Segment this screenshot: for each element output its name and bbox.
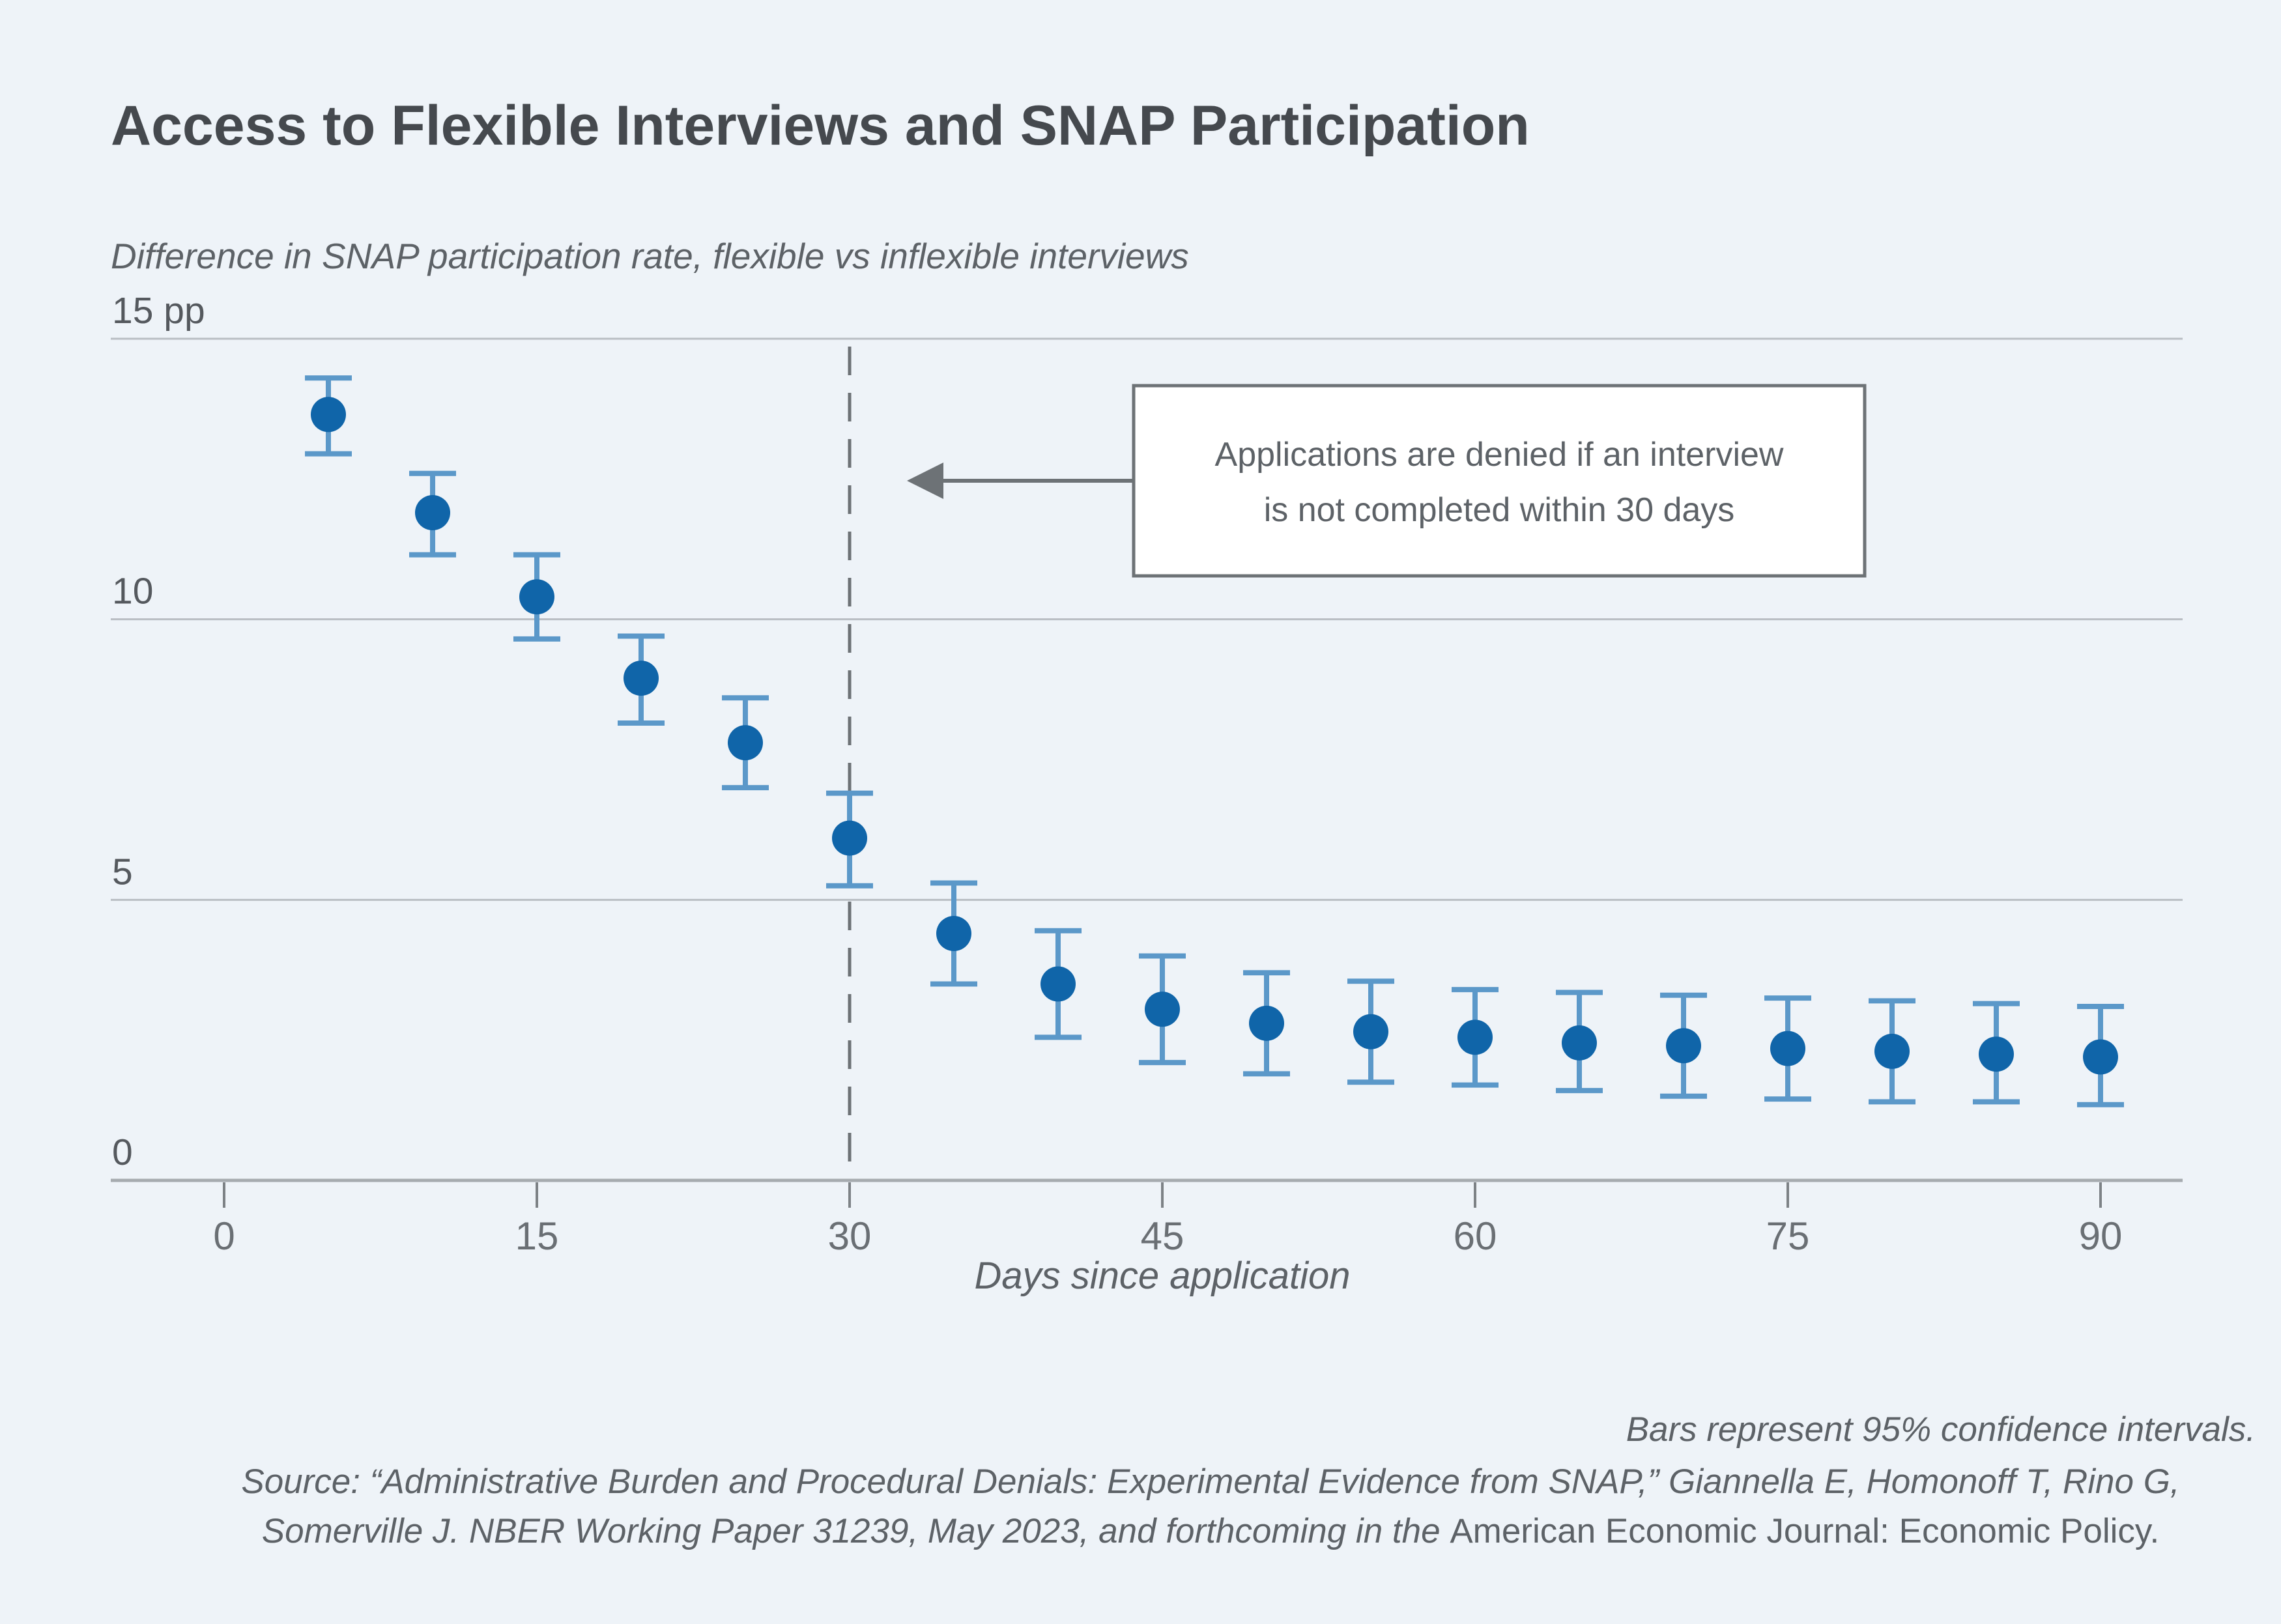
data-point-day-55 — [1347, 978, 1394, 1085]
annotation-text-line1: Applications are denied if an interview — [1215, 436, 1784, 474]
source-text-line2-journal-name: American Economic Journal: Economic Poli… — [1450, 1512, 2159, 1550]
data-points-group — [305, 375, 2124, 1107]
data-point-day-15 — [513, 552, 560, 642]
point-marker-day-10 — [415, 495, 450, 531]
data-point-day-10 — [409, 470, 456, 558]
point-marker-day-45 — [1145, 991, 1180, 1027]
gridlines-group: 15 pp 10 5 0 — [111, 290, 2183, 1173]
data-point-day-60 — [1452, 987, 1499, 1088]
x-axis-title: Days since application — [974, 1255, 1350, 1297]
chart-subtitle: Difference in SNAP participation rate, f… — [111, 236, 1189, 276]
y-tick-label-0: 0 — [112, 1132, 133, 1173]
data-point-day-45 — [1139, 953, 1186, 1066]
point-marker-day-25 — [728, 725, 763, 761]
page-title: Access to Flexible Interviews and SNAP P… — [111, 94, 1530, 157]
point-marker-day-30 — [832, 820, 867, 856]
point-marker-day-55 — [1353, 1014, 1388, 1049]
data-point-day-50 — [1243, 970, 1290, 1077]
data-point-day-90 — [2077, 1003, 2124, 1107]
point-marker-day-90 — [2083, 1039, 2118, 1075]
source-text-line2: Somerville J. NBER Working Paper 31239, … — [262, 1512, 2159, 1550]
point-marker-day-60 — [1457, 1019, 1493, 1055]
data-point-day-85 — [1973, 1001, 2020, 1105]
x-tick-label-90: 90 — [2079, 1214, 2123, 1258]
y-tick-label-5: 5 — [112, 851, 133, 892]
data-point-day-20 — [618, 633, 665, 726]
point-marker-day-75 — [1770, 1031, 1805, 1066]
confidence-interval-note: Bars represent 95% confidence intervals. — [1626, 1410, 2256, 1449]
data-point-day-70 — [1660, 992, 1707, 1099]
x-tick-label-15: 15 — [515, 1214, 559, 1258]
data-point-day-75 — [1764, 995, 1811, 1102]
data-point-day-5 — [305, 375, 352, 457]
x-tick-label-45: 45 — [1141, 1214, 1184, 1258]
point-marker-day-70 — [1666, 1028, 1701, 1064]
annotation-callout: Applications are denied if an interview … — [907, 384, 1867, 578]
data-point-day-35 — [930, 880, 977, 987]
point-marker-day-85 — [1979, 1036, 2014, 1072]
annotation-arrowhead-icon — [907, 463, 943, 499]
source-text-line1: Source: “Administrative Burden and Proce… — [241, 1462, 2179, 1501]
data-point-day-30 — [826, 790, 873, 889]
data-point-day-65 — [1556, 990, 1603, 1094]
source-text-line2-italic-part: Somerville J. NBER Working Paper 31239, … — [262, 1512, 1450, 1550]
x-tick-label-0: 0 — [213, 1214, 235, 1258]
data-point-day-40 — [1035, 928, 1082, 1040]
annotation-text-line2: is not completed within 30 days — [1264, 491, 1735, 529]
point-marker-day-50 — [1249, 1005, 1284, 1041]
x-tick-label-30: 30 — [828, 1214, 872, 1258]
point-marker-day-40 — [1040, 966, 1076, 1002]
data-point-day-80 — [1869, 998, 1915, 1105]
annotation-box — [1132, 384, 1867, 578]
x-tick-label-75: 75 — [1766, 1214, 1810, 1258]
data-point-day-25 — [722, 695, 769, 791]
x-axis-group: 0 15 30 45 60 75 90 — [111, 1178, 2183, 1258]
point-marker-day-80 — [1874, 1033, 1910, 1069]
y-tick-label-15: 15 pp — [112, 290, 205, 332]
point-marker-day-5 — [311, 397, 346, 433]
point-marker-day-65 — [1562, 1025, 1597, 1061]
point-marker-day-35 — [936, 916, 971, 952]
point-marker-day-15 — [519, 579, 554, 615]
point-marker-day-20 — [624, 661, 659, 696]
y-tick-label-10: 10 — [112, 571, 153, 612]
x-tick-label-60: 60 — [1454, 1214, 1497, 1258]
